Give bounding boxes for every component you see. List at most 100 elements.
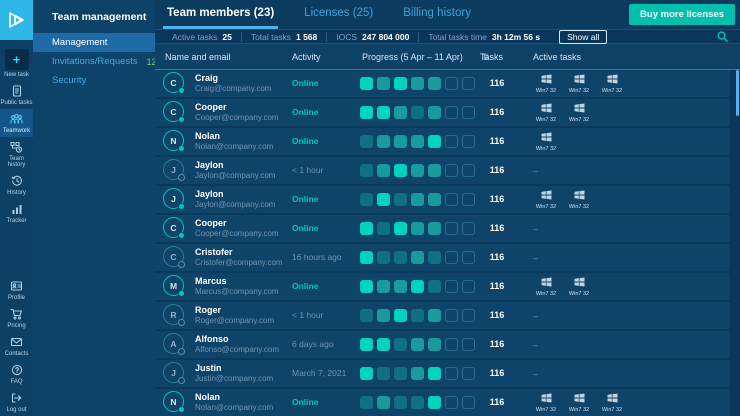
rail-item-label: New task [4,72,29,78]
sidebar-item-management[interactable]: Management [33,33,155,52]
rail-item-contacts[interactable]: Contacts [0,332,33,360]
rail-item-profile[interactable]: Profile [0,276,33,304]
table-row[interactable]: C Cristofer Cristofer@company.com 16 hours … [155,244,730,271]
progress-square [445,135,458,148]
active-task-machine[interactable]: Win7 32 [533,391,559,414]
progress-squares [360,309,475,322]
active-task-machine[interactable]: Win7 32 [566,188,592,211]
active-task-machine[interactable]: Win7 32 [566,275,592,298]
rail-item-public-tasks[interactable]: Public tasks [0,81,33,109]
machine-os-label: Win7 32 [568,204,590,211]
active-tasks-cell: Win7 32 Win7 32 Win7 32 [533,389,625,416]
stat-active-tasks: Active tasks 25 [163,32,241,42]
active-task-machine[interactable]: Win7 32 [533,275,559,298]
table-row[interactable]: J Jaylon Jaylon@company.com < 1 hour 116 – [155,157,730,184]
member-name: Cooper [195,102,227,112]
app-logo[interactable] [0,0,33,40]
table-row[interactable]: C Cooper Cooper@company.com Online 116 – [155,215,730,242]
member-name: Justin [195,363,222,373]
activity-status: Online [292,194,319,204]
sidebar-item-label: Management [52,37,108,48]
table-row[interactable]: R Roger Roger@company.com < 1 hour 116 – [155,302,730,329]
progress-square [411,338,424,351]
rail-item-log-out[interactable]: Log out [0,388,33,416]
sidebar-item-label: Invitations/Requests [52,56,138,67]
tab-licenses-25-[interactable]: Licenses (25) [304,7,374,19]
progress-square [360,338,373,351]
progress-square [428,396,441,409]
tab-billing-history[interactable]: Billing history [403,7,471,19]
stat-total-tasks: Total tasks 1 568 [240,31,326,42]
table-row[interactable]: A Alfonso Alfonso@company.com 6 days ago 116… [155,331,730,358]
tab-team-members-23-[interactable]: Team members (23) [163,0,279,29]
progress-square [428,367,441,380]
active-task-machine[interactable]: Win7 32 [533,72,559,95]
table-row[interactable]: N Nolan Nolan@company.com Online 116 Win7 32 [155,128,730,155]
offline-status-dot [178,348,185,355]
machine-os-label: Win7 32 [535,291,557,298]
show-all-button[interactable]: Show all [559,29,608,44]
sidebar-item-security[interactable]: Security [33,71,155,90]
progress-square [428,338,441,351]
windows-icon [607,71,618,88]
rail-item-faq[interactable]: FAQ [0,360,33,388]
buy-more-licenses-button[interactable]: Buy more licenses [629,4,735,25]
activity-status: Online [292,223,319,233]
tabs: Team members (23) Licenses (25) Billing hi… [163,0,497,29]
table-row[interactable]: C Craig Craig@company.com Online 116 Win7 32 W… [155,70,730,97]
sidebar-item-invitations-requests[interactable]: Invitations/Requests 12 [33,52,157,71]
member-name: Roger [195,305,222,315]
progress-square [462,280,475,293]
rail-item-team-history[interactable]: Team history [0,137,33,171]
active-task-machine[interactable]: Win7 32 [533,188,559,211]
active-task-machine[interactable]: Win7 32 [566,101,592,124]
avatar: N [163,391,185,413]
rail-item-label: Contacts [4,351,29,357]
tasks-count: 116 [489,78,505,88]
stat-value: 3h 12m 56 s [491,31,541,42]
search-icon[interactable] [717,31,728,42]
progress-square [394,222,407,235]
rail-item-tracker[interactable]: Tracker [0,199,33,227]
machine-os-label: Win7 32 [535,117,557,124]
offline-status-dot [178,174,185,181]
active-task-machine[interactable]: Win7 32 [533,101,559,124]
active-task-machine[interactable]: Win7 32 [566,72,592,95]
activity-status: < 1 hour [292,310,324,320]
avatar: C [163,217,185,239]
no-active-tasks-marker: – [533,252,539,263]
rail-item-pricing[interactable]: Pricing [0,304,33,332]
progress-square [377,193,390,206]
table-row[interactable]: C Cooper Cooper@company.com Online 116 Win7 3… [155,99,730,126]
active-task-machine[interactable]: Win7 32 [599,391,625,414]
member-email: Cooper@company.com [195,113,279,122]
active-tasks-cell: Win7 32 Win7 32 [533,273,592,300]
table-row[interactable]: N Nolan Nolan@company.com Online 116 Win7 32 W… [155,389,730,416]
scrollbar-track[interactable] [736,70,739,416]
table-row[interactable]: J Jaylon Jaylon@company.com Online 116 Win7 3… [155,186,730,213]
active-task-machine[interactable]: Win7 32 [533,130,559,153]
progress-square [360,222,373,235]
table-row[interactable]: M Marcus Marcus@company.com Online 116 Win7 3… [155,273,730,300]
sort-icon: ⇅ [482,52,490,62]
tasks-count: 116 [489,136,505,146]
active-tasks-cell: – [533,302,538,329]
progress-square [411,309,424,322]
rail-item-new-task[interactable]: + New task [0,45,33,81]
online-status-dot [178,116,185,123]
scrollbar-thumb[interactable] [736,70,739,116]
active-task-machine[interactable]: Win7 32 [599,72,625,95]
table-row[interactable]: J Justin Justin@company.com March 7, 2021 11… [155,360,730,387]
progress-square [445,77,458,90]
machine-os-label: Win7 32 [568,407,590,414]
rail-item-history[interactable]: History [0,171,33,199]
progress-square [394,338,407,351]
active-task-machine[interactable]: Win7 32 [566,391,592,414]
tasks-count: 116 [489,310,505,320]
new-task-button[interactable]: + [4,49,29,70]
avatar: R [163,304,185,326]
progress-square [462,396,475,409]
member-email: Jaylon@company.com [195,200,276,209]
rail-item-teamwork[interactable]: Teamwork [0,109,33,137]
sidebar: Team management Management Invitations/Re… [33,0,157,416]
